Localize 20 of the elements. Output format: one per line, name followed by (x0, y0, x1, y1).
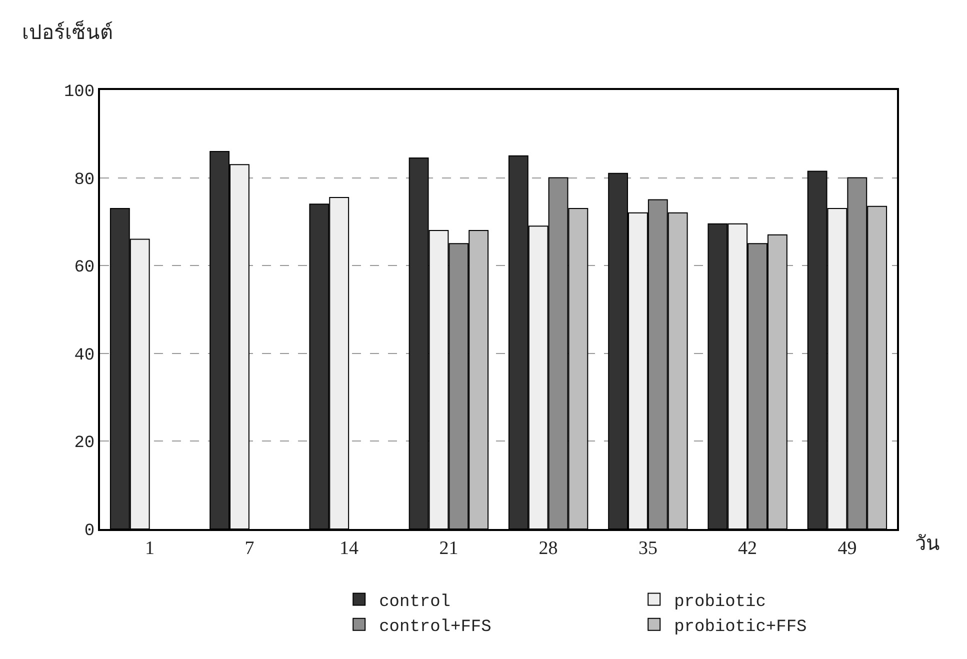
x-tick-label: 7 (244, 538, 254, 559)
x-tick-label: 28 (538, 538, 558, 559)
x-tick-label: 1 (145, 538, 155, 559)
y-tick-label: 20 (74, 434, 95, 454)
legend-label: control (379, 592, 451, 612)
x-tick-label: 14 (340, 538, 360, 559)
x-tick-label: 49 (838, 538, 857, 559)
legend-label: probiotic+FFS (674, 618, 807, 637)
y-axis-title: เปอร์เซ็นต์ (22, 19, 113, 44)
y-tick-label: 40 (74, 346, 95, 366)
y-tick-label: 60 (74, 258, 95, 278)
y-tick-label: 100 (64, 82, 95, 102)
legend-label: probiotic (674, 592, 766, 612)
y-tick-label: 80 (74, 170, 95, 190)
x-tick-label: 35 (638, 538, 658, 559)
x-axis-title: วัน (915, 531, 940, 555)
y-tick-label: 0 (84, 522, 95, 541)
x-tick-label: 21 (439, 538, 458, 559)
x-tick-label: 42 (738, 538, 758, 559)
legend-label: control+FFS (379, 618, 492, 637)
